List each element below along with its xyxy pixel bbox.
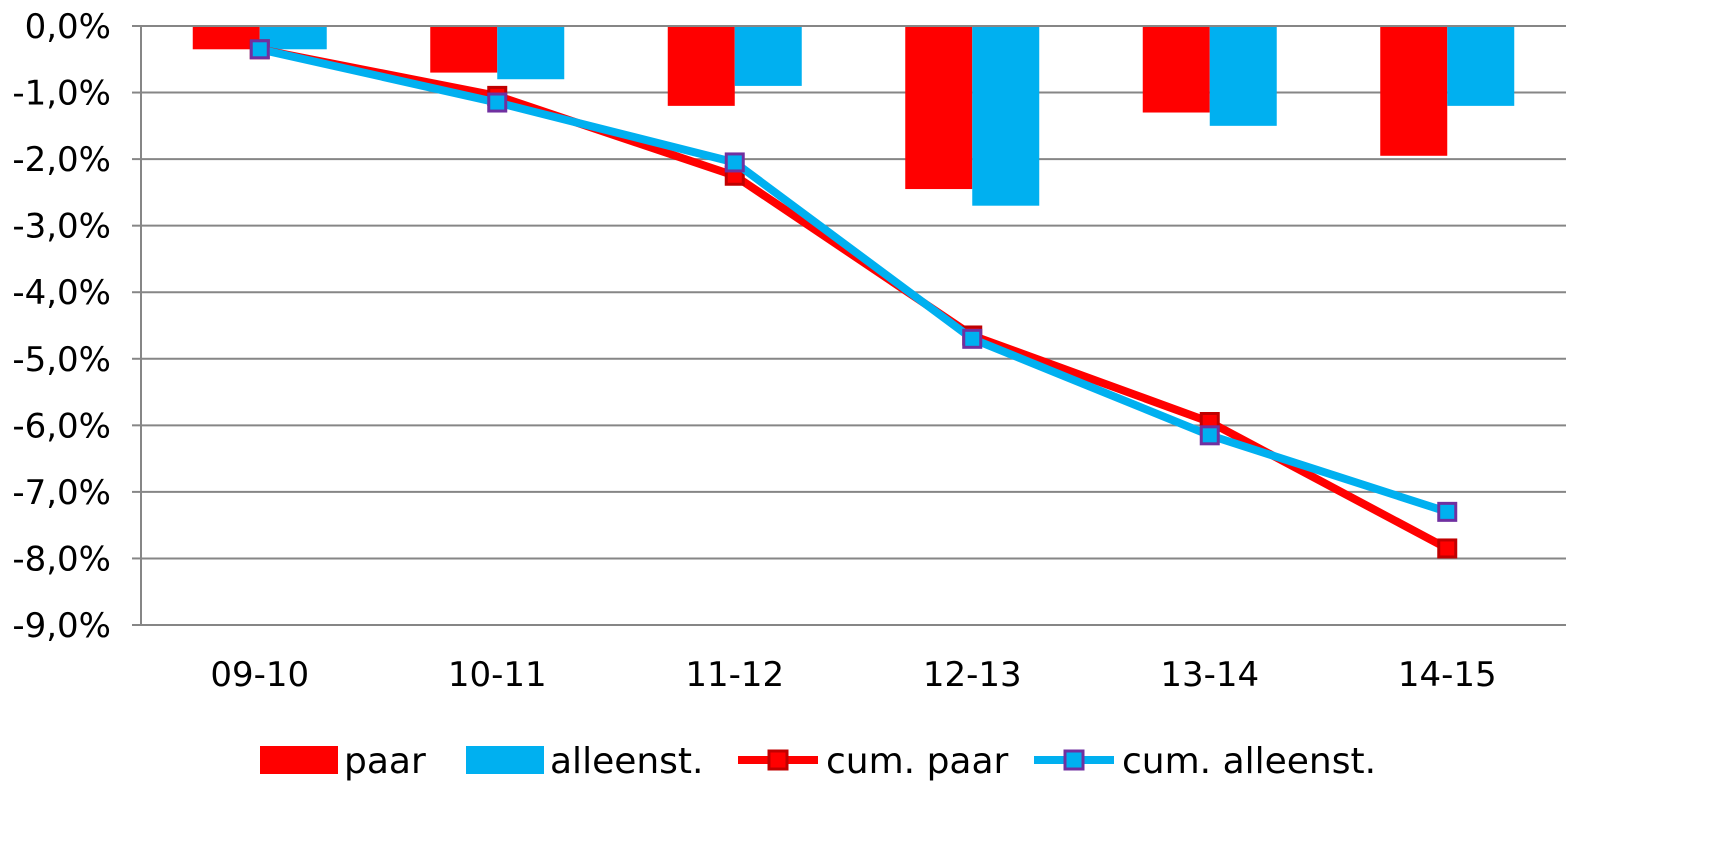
marker-cum-alleenst [962,328,983,349]
legend-item-paar: paar [260,741,426,782]
axes [132,25,1566,626]
y-tick-label: -7,0% [12,473,111,513]
x-tick-label: 14-15 [1398,655,1497,695]
bar-alleenst [259,26,327,50]
bar-alleenst [1447,26,1515,106]
gridlines [141,91,1566,626]
legend-swatch [260,746,338,774]
legend-label: alleenst. [550,741,704,782]
marker-cum-alleenst [249,39,270,60]
y-axis-tick-labels: 0,0% -1,0% -2,0% -3,0% -4,0% -5,0% -6,0% -7,0% -… [12,7,111,646]
y-tick-label: 0,0% [25,7,111,47]
y-tick-label: -2,0% [12,140,111,180]
marker-cum-alleenst [487,92,508,113]
marker-cum-alleenst [724,152,745,173]
legend-label: cum. paar [826,741,1009,782]
line-cum-paar [258,45,1450,552]
y-tick-label: -1,0% [12,74,111,114]
legend-marker [1063,749,1085,771]
x-tick-label: 11-12 [685,655,784,695]
series-lines [249,39,1458,559]
y-tick-label: -6,0% [12,406,111,446]
marker-cum-alleenst [1199,425,1220,446]
bar-paar [192,26,260,50]
legend-item-alleenst: alleenst. [466,741,704,782]
bar-paar [905,26,973,190]
y-tick-label: -3,0% [12,207,111,247]
legend-swatch [466,746,544,774]
line-cum-alleenst [258,45,1449,516]
bar-alleenst [972,26,1040,206]
bar-paar [1142,26,1210,113]
legend: paar alleenst. cum. paar cum. alleenst. [260,741,1376,782]
x-axis-tick-labels: 09-10 10-11 11-12 12-13 13-14 14-15 [210,655,1496,695]
x-tick-label: 13-14 [1160,655,1259,695]
y-tick-label: -9,0% [12,606,111,646]
legend-item-cum-paar: cum. paar [738,741,1009,782]
y-tick-label: -8,0% [12,539,111,579]
legend-label: paar [344,741,426,782]
y-tick-label: -4,0% [12,273,111,313]
marker-cum-alleenst [1437,501,1458,522]
x-tick-label: 09-10 [210,655,309,695]
bars [192,26,1515,206]
marker-cum-paar [1437,538,1458,559]
bar-paar [1380,26,1448,156]
bar-alleenst [1209,26,1277,126]
legend-label: cum. alleenst. [1122,741,1376,782]
y-tick-label: -5,0% [12,340,111,380]
legend-marker [767,749,789,771]
x-tick-label: 10-11 [448,655,547,695]
legend-item-cum-alleenst: cum. alleenst. [1034,741,1376,782]
bar-paar [667,26,735,106]
x-tick-label: 12-13 [923,655,1022,695]
bar-alleenst [497,26,565,80]
bar-paar [430,26,498,73]
bar-alleenst [734,26,802,86]
